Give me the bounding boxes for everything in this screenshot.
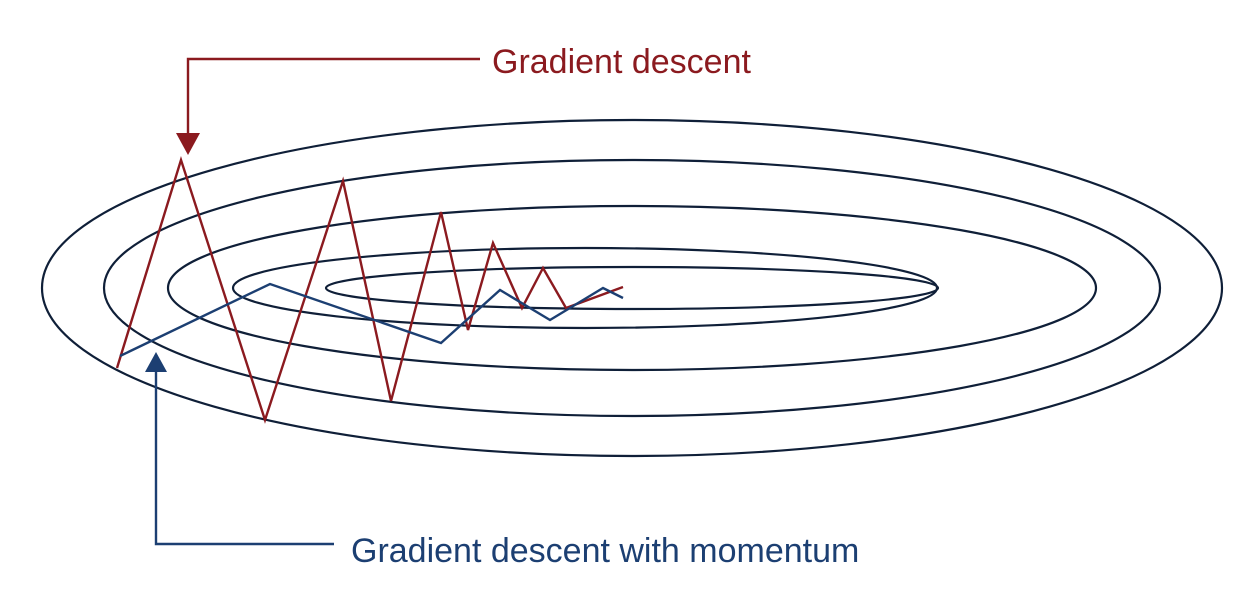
gradient-descent-path <box>115 156 624 424</box>
momentum-pointer-line <box>154 372 334 546</box>
gradient-descent-label: Gradient descent <box>492 43 751 81</box>
contour-ellipse-5 <box>324 265 940 311</box>
contour-ellipse-4 <box>231 246 939 330</box>
gradient-descent-arrowhead <box>176 133 200 155</box>
gradient-descent-pointer-line <box>186 57 480 133</box>
momentum-arrowhead <box>145 352 167 372</box>
momentum-callout: Gradient descent with momentum <box>145 352 859 570</box>
gradient-descent-callout: Gradient descent <box>176 43 751 155</box>
contour-ellipse-3 <box>166 204 1098 372</box>
contour-ellipse-2 <box>102 158 1162 418</box>
contour-lines <box>40 118 1224 458</box>
momentum-path <box>119 282 624 358</box>
momentum-label: Gradient descent with momentum <box>351 532 859 570</box>
contour-ellipse-1 <box>40 118 1224 458</box>
